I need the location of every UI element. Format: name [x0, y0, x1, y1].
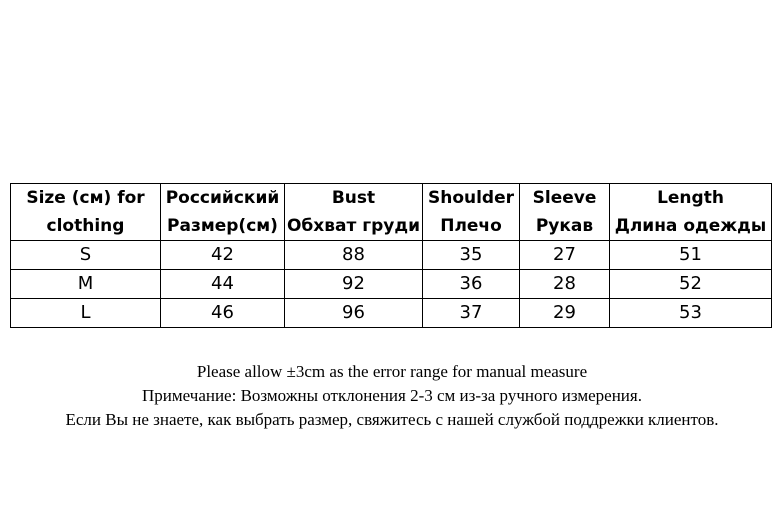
measurement-notes: Please allow ±3cm as the error range for…	[0, 360, 784, 432]
table-cell: 52	[609, 269, 772, 299]
table-row: M 44 92 36 28 52	[10, 269, 772, 299]
table-header-row: Size (см) for clothing Российский Размер…	[10, 183, 772, 241]
table-cell: 44	[160, 269, 285, 299]
table-cell: 36	[422, 269, 520, 299]
header-russian-size: Российский Размер(см)	[160, 183, 285, 241]
table-row: L 46 96 37 29 53	[10, 298, 772, 328]
note-russian-deviation: Примечание: Возможны отклонения 2-3 см и…	[142, 386, 642, 405]
table-cell: 29	[519, 298, 610, 328]
table-row: S 42 88 35 27 51	[10, 240, 772, 270]
table-cell: L	[10, 298, 161, 328]
table-cell: 37	[422, 298, 520, 328]
table-cell: 28	[519, 269, 610, 299]
table-cell: 88	[284, 240, 423, 270]
size-chart-table: Size (см) for clothing Российский Размер…	[10, 183, 772, 328]
header-sleeve: Sleeve Рукав	[519, 183, 610, 241]
table-cell: 46	[160, 298, 285, 328]
table-cell: 51	[609, 240, 772, 270]
header-length: Length Длина одежды	[609, 183, 772, 241]
table-cell: 35	[422, 240, 520, 270]
table-cell: 92	[284, 269, 423, 299]
table-cell: 96	[284, 298, 423, 328]
table-cell: 27	[519, 240, 610, 270]
table-cell: M	[10, 269, 161, 299]
note-error-range: Please allow ±3cm as the error range for…	[196, 362, 588, 381]
table-cell: 42	[160, 240, 285, 270]
header-size: Size (см) for clothing	[10, 183, 161, 241]
table-cell: 53	[609, 298, 772, 328]
note-contact-support: Если Вы не знаете, как выбрать размер, с…	[65, 410, 719, 429]
header-bust: Bust Обхват груди	[284, 183, 423, 241]
table-cell: S	[10, 240, 161, 270]
header-shoulder: Shoulder Плечо	[422, 183, 520, 241]
